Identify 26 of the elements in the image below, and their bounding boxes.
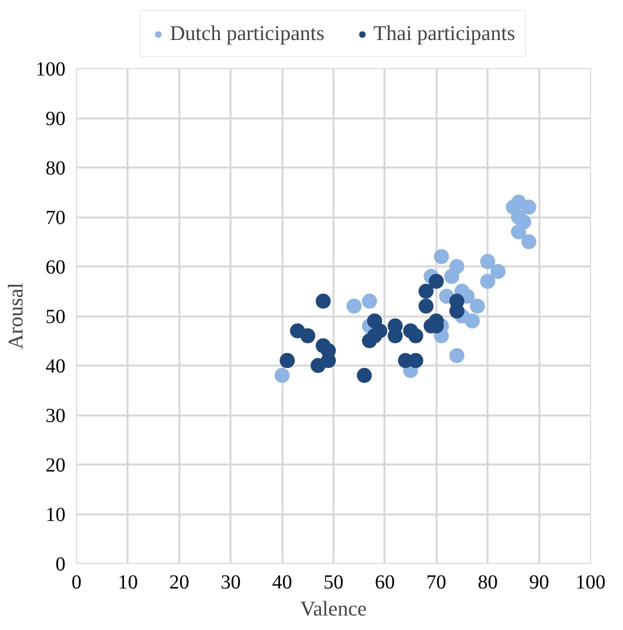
- x-axis-title: Valence: [300, 596, 367, 620]
- x-tick-label: 80: [478, 572, 498, 594]
- y-axis-title: Arousal: [4, 282, 28, 350]
- x-tick-label: 20: [169, 572, 190, 594]
- y-tick-label: 10: [46, 504, 66, 526]
- x-tick-label: 40: [272, 572, 292, 594]
- x-tick-label: 30: [220, 572, 241, 594]
- x-tick-label: 50: [324, 572, 344, 594]
- y-tick-label: 40: [46, 356, 66, 378]
- x-tick-label: 100: [576, 572, 606, 594]
- y-tick-label: 70: [46, 207, 66, 229]
- x-tick-label: 70: [426, 572, 446, 594]
- legend-label: Thai participants: [373, 21, 516, 46]
- x-tick-label: 10: [118, 572, 138, 594]
- y-tick-label: 50: [46, 306, 66, 328]
- x-tick-label: 60: [374, 572, 395, 594]
- x-tick-label: 90: [529, 572, 550, 594]
- x-tick-label: 0: [72, 572, 82, 594]
- y-tick-label: 20: [46, 454, 66, 476]
- y-tick-label: 0: [56, 554, 66, 576]
- y-tick-label: 60: [46, 256, 66, 278]
- y-tick-label: 90: [46, 108, 66, 130]
- y-tick-label: 100: [36, 58, 66, 80]
- y-tick-label: 80: [46, 158, 66, 180]
- legend-label: Dutch participants: [170, 21, 324, 46]
- y-tick-label: 30: [46, 405, 66, 427]
